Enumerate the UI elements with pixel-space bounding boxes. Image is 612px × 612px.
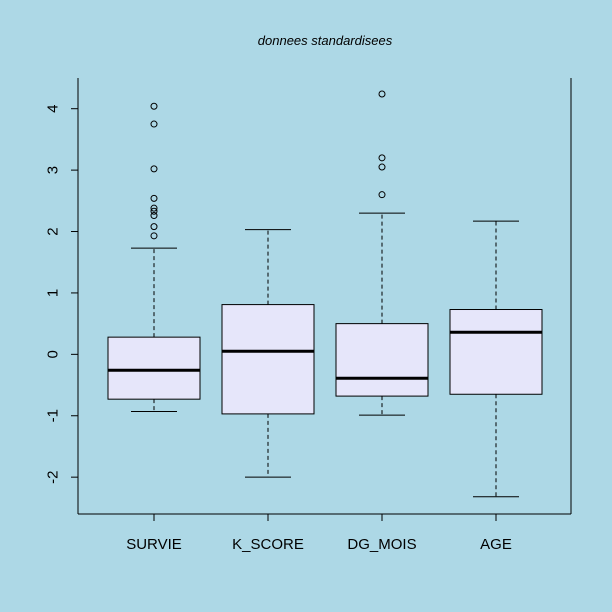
box-iqr [107, 336, 201, 400]
outlier-point [150, 120, 158, 128]
y-tick-label: -2 [45, 470, 62, 483]
x-tick-label: DG_MOIS [347, 536, 416, 553]
y-tick-label: 2 [45, 227, 62, 235]
y-tick-label: 4 [45, 105, 62, 113]
y-tick-label: 1 [45, 289, 62, 297]
box-iqr [221, 304, 315, 415]
outlier-point [150, 212, 158, 220]
y-tick-label: 0 [45, 350, 62, 358]
plot-area: -2 -1 0 1 2 3 4 SURVIE K_SCORE DG_MOIS AGE [45, 78, 572, 553]
outlier-point [150, 207, 158, 215]
outlier-point [378, 191, 386, 199]
x-tick-label: AGE [480, 536, 512, 553]
outlier-point [150, 204, 158, 212]
chart-title: donnees standardisees [258, 33, 393, 48]
outlier-point [150, 232, 158, 240]
outlier-point [150, 165, 158, 173]
outlier-point [150, 194, 158, 202]
x-tick-label: SURVIE [126, 536, 182, 553]
outlier-point [150, 102, 158, 110]
box-iqr [449, 309, 543, 395]
x-tick-label: K_SCORE [232, 536, 304, 553]
outlier-point [378, 90, 386, 98]
outlier-point [378, 154, 386, 162]
box-iqr [335, 323, 429, 397]
outlier-point [150, 223, 158, 231]
y-tick-label: 3 [45, 166, 62, 174]
y-tick-label: -1 [45, 409, 62, 422]
outlier-point [378, 163, 386, 171]
